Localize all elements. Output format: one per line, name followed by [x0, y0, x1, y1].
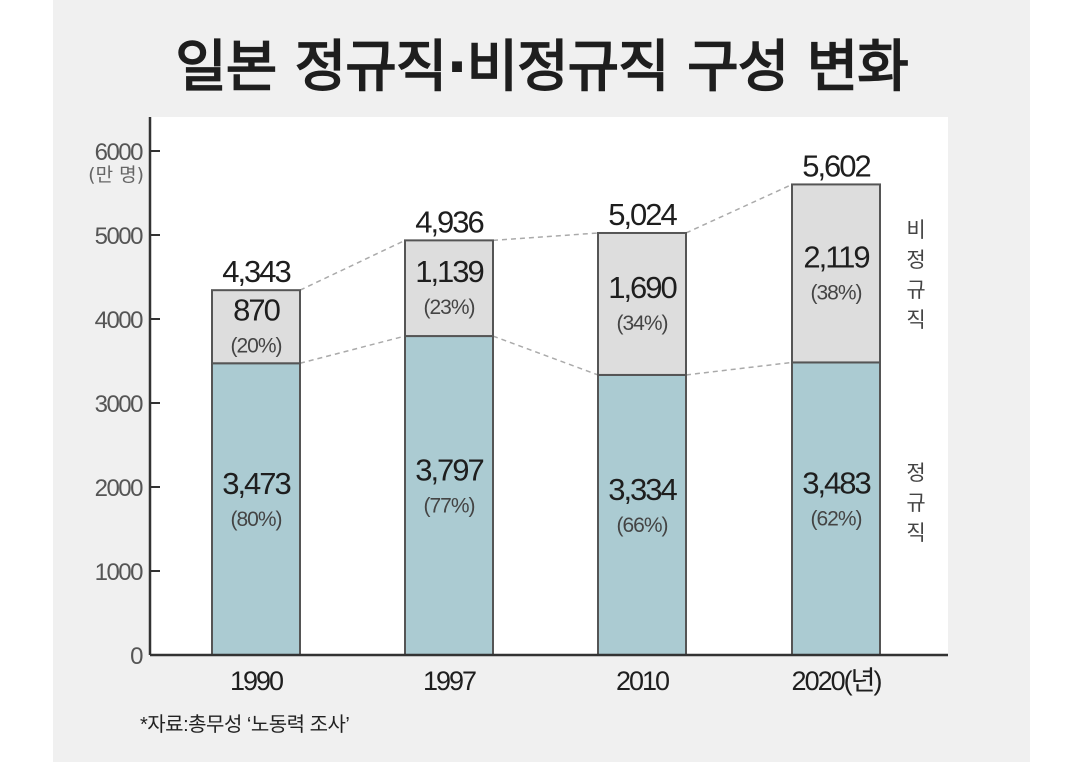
x-tick-label: 1990: [230, 666, 283, 696]
total-label: 5,602: [802, 148, 870, 183]
regular-value-label: 3,483: [802, 466, 870, 501]
regular-connector-line: [492, 335, 599, 376]
nonregular-value-label: 870: [233, 293, 280, 328]
x-tick-label: 1997: [423, 666, 476, 696]
bar-regular: [404, 335, 494, 656]
regular-percent-label: (62%): [810, 508, 861, 531]
nonregular-value-label: 1,139: [415, 254, 483, 289]
total-connector-line: [299, 239, 406, 291]
y-tick-label: 0: [130, 643, 143, 670]
regular-connector-line: [299, 335, 406, 364]
bar-nonregular: [791, 183, 881, 364]
regular-value-label: 3,334: [608, 472, 677, 507]
y-tick-label: 3000: [95, 391, 144, 418]
total-label: 5,024: [608, 197, 677, 232]
bar-nonregular: [404, 239, 494, 338]
regular-percent-label: (77%): [423, 495, 474, 518]
nonregular-percent-label: (38%): [810, 281, 861, 304]
source-note: *자료:총무성 ‘노동력 조사’: [140, 714, 350, 736]
total-label: 4,343: [222, 254, 290, 289]
total-connector-line: [685, 183, 793, 234]
y-tick-label: 5000: [95, 223, 144, 250]
regular-value-label: 3,797: [415, 453, 483, 488]
regular-percent-label: (66%): [616, 514, 667, 537]
nonregular-percent-label: (34%): [616, 312, 667, 335]
legend-regular-label: 규: [906, 491, 925, 515]
bar-nonregular: [597, 231, 687, 376]
x-tick-label: 2010: [616, 666, 669, 696]
chart-title: 일본 정규직·비정규직 구성 변화: [175, 35, 909, 100]
nonregular-percent-label: (23%): [423, 296, 474, 319]
bar-regular: [791, 361, 881, 656]
regular-percent-label: (80%): [230, 508, 281, 531]
legend-nonregular-label: 규: [906, 278, 925, 302]
regular-value-label: 3,473: [222, 466, 290, 501]
bar-nonregular: [211, 289, 301, 365]
y-tick-label: 4000: [95, 307, 144, 334]
nonregular-value-label: 2,119: [803, 239, 869, 274]
nonregular-percent-label: (20%): [230, 335, 281, 358]
legend-regular-label: 직: [906, 521, 925, 545]
y-tick-label: 1000: [95, 559, 144, 586]
nonregular-value-label: 1,690: [608, 270, 677, 305]
y-tick-label: 2000: [95, 475, 144, 502]
legend-nonregular-label: 비: [906, 218, 925, 242]
total-label: 4,936: [415, 204, 483, 239]
legend-nonregular-label: 정: [906, 248, 925, 272]
legend-regular-label: 정: [906, 461, 925, 485]
bar-regular: [211, 362, 301, 656]
y-axis-unit: (만 명): [88, 164, 144, 186]
legend-nonregular-label: 직: [906, 308, 925, 332]
x-tick-label: 2020(년): [792, 666, 882, 696]
y-tick-label: 6000: [95, 139, 144, 166]
